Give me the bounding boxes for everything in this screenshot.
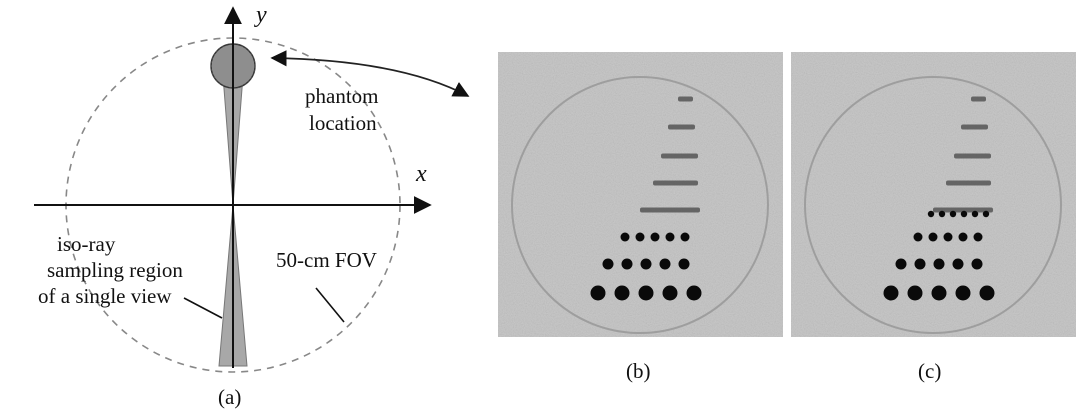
caption-b: (b) (626, 359, 651, 383)
line-pair-bar (961, 124, 988, 130)
phantom-dot (938, 210, 946, 218)
phantom-dot (907, 285, 923, 301)
sampling-region-label-2: sampling region (47, 258, 183, 282)
phantom-dot (971, 210, 979, 218)
caption-a: (a) (218, 385, 241, 409)
line-pair-bar (668, 124, 695, 130)
phantom-location-label-1: phantom (305, 84, 379, 108)
phantom-dot (665, 232, 675, 242)
fov-label: 50-cm FOV (276, 248, 377, 272)
phantom-location-arrow (270, 50, 470, 97)
image-b-phantom-outline (511, 76, 769, 334)
phantom-dot (895, 258, 907, 270)
phantom-dot (960, 210, 968, 218)
phantom-dot (952, 258, 964, 270)
image-c-dot-rows (883, 210, 995, 301)
sampling-region-leader (183, 297, 223, 319)
phantom-dot (662, 285, 678, 301)
phantom-dot (933, 258, 945, 270)
image-b-dot-rows (590, 232, 702, 301)
phantom-dot (913, 232, 923, 242)
line-pair-bar (954, 153, 991, 159)
phantom-dot (659, 258, 671, 270)
line-pair-bar (933, 207, 993, 213)
phantom-dot (686, 285, 702, 301)
line-pair-bar (653, 180, 698, 186)
phantom-dot (590, 285, 606, 301)
phantom-dot (638, 285, 654, 301)
phantom-location-label-2: location (309, 111, 377, 135)
phantom-dot (927, 210, 935, 218)
panel-b: (b) (498, 52, 783, 383)
line-pair-bar (640, 207, 700, 213)
phantom-dot (973, 232, 983, 242)
image-c-phantom-outline (804, 76, 1062, 334)
phantom-dot (982, 210, 990, 218)
phantom-dot (635, 232, 645, 242)
phantom-dot (943, 232, 953, 242)
phantom-dot (680, 232, 690, 242)
panel-c: (c) (791, 52, 1076, 383)
line-pair-bar (946, 180, 991, 186)
x-axis-label: x (415, 161, 427, 187)
phantom-dot (979, 285, 995, 301)
phantom-dot (958, 232, 968, 242)
phantom-dot (620, 232, 630, 242)
phantom-dot (971, 258, 983, 270)
panel-a: y x phantom location iso-ray sampling re… (34, 2, 432, 409)
phantom-dot (883, 285, 899, 301)
phantom-dot (640, 258, 652, 270)
phantom-dot (931, 285, 947, 301)
phantom-dot (621, 258, 633, 270)
image-c-line-pairs (933, 96, 993, 213)
phantom-dot (914, 258, 926, 270)
phantom-dot (678, 258, 690, 270)
phantom-dot (650, 232, 660, 242)
phantom-dot (614, 285, 630, 301)
sampling-region-label-3: of a single view (38, 284, 172, 308)
line-pair-bar (971, 96, 986, 102)
phantom-dot (955, 285, 971, 301)
caption-c: (c) (918, 359, 941, 383)
image-b-line-pairs (640, 96, 700, 213)
phantom-dot (949, 210, 957, 218)
phantom-dot (602, 258, 614, 270)
line-pair-bar (661, 153, 698, 159)
phantom-dot (928, 232, 938, 242)
fov-leader (315, 287, 345, 323)
sampling-region-label-1: iso-ray (57, 232, 116, 256)
phantom-disk-overlap (210, 43, 256, 89)
y-axis-label: y (254, 2, 267, 28)
line-pair-bar (678, 96, 693, 102)
